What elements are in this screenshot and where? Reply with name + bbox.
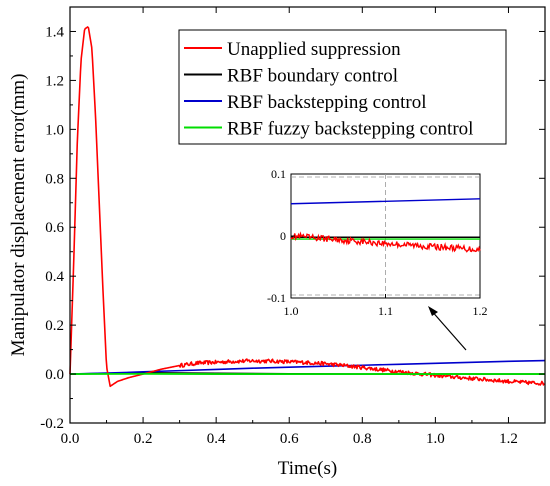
x-tick-label: 0.4: [207, 431, 226, 447]
y-tick-label: 0.0: [45, 367, 64, 383]
legend: Unapplied suppression RBF boundary contro…: [178, 29, 507, 145]
y-tick-label: 1.0: [45, 122, 64, 138]
inset-x-tick-label: 1.1: [378, 304, 393, 318]
inset-series-line-unapplied-suppression: [290, 231, 481, 253]
plot-frame: [69, 6, 546, 424]
inset-x-tick-label: 1.2: [473, 304, 488, 318]
main-plot: 0.0 0.2 0.4 0.6 0.8 1.0 1.2-0.20.00.20.40.60.8…: [8, 6, 546, 479]
inset-plot: 1.0 1.1 1.2 0.1 0 -0.1: [267, 167, 488, 318]
y-tick-label: 1.4: [45, 24, 64, 40]
legend-box: [178, 29, 507, 145]
legend-entry-label: RBF fuzzy backstepping control: [227, 119, 473, 140]
inset-x-tick-label: 1.0: [284, 304, 299, 318]
x-tick-label: 0.0: [61, 431, 80, 447]
y-tick-label: 0.8: [45, 171, 64, 187]
x-tick-label: 0.8: [353, 431, 372, 447]
y-tick-label: 1.2: [45, 73, 64, 89]
inset-pointer-arrow: [428, 306, 467, 351]
legend-entry-label: RBF backstepping control: [227, 92, 426, 113]
legend-entry-label: Unapplied suppression: [227, 39, 401, 60]
x-tick-label: 1.0: [426, 431, 445, 447]
y-tick-label: 0.2: [45, 318, 64, 334]
pointer-arrowhead: [428, 306, 438, 316]
x-tick-label: 1.2: [499, 431, 518, 447]
series-line-unapplied-suppression: [69, 26, 545, 388]
inset-y-tick-label: 0.1: [271, 167, 286, 181]
y-tick-label: -0.2: [40, 416, 64, 432]
legend-entry-label: RBF boundary control: [227, 66, 398, 87]
inset-y-tick-label: 0: [280, 229, 286, 243]
y-tick-label: 0.6: [45, 220, 64, 236]
pointer-line: [429, 308, 467, 351]
x-axis-title: Time(s): [278, 458, 337, 479]
y-tick-label: 0.4: [45, 269, 64, 285]
x-tick-label: 0.6: [280, 431, 299, 447]
x-tick-label: 0.2: [134, 431, 153, 447]
y-axis-title: Manipulator displacement error(mm): [8, 74, 29, 357]
inset-y-tick-label: -0.1: [267, 291, 286, 305]
inset-series-line-rbf-backstepping-control: [290, 198, 481, 205]
